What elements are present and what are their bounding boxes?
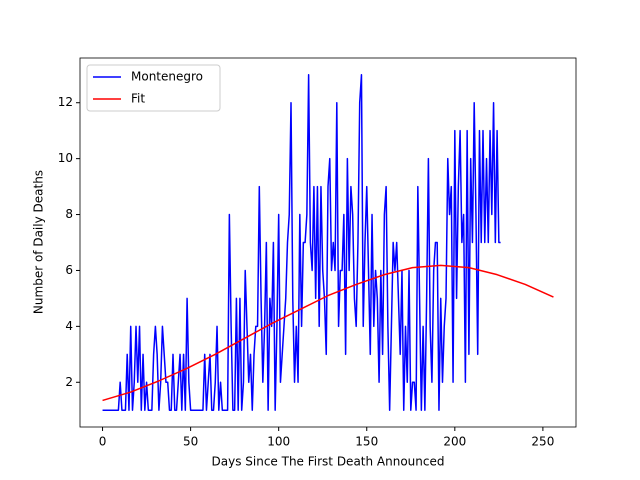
x-tick-label: 250: [531, 435, 554, 449]
x-tick-label: 50: [183, 435, 198, 449]
x-tick-label: 200: [443, 435, 466, 449]
data-line: [102, 264, 554, 402]
y-tick-label: 10: [58, 151, 73, 165]
legend-label: Fit: [131, 92, 145, 106]
x-tick-label: 100: [267, 435, 290, 449]
x-axis-label: Days Since The First Death Announced: [212, 455, 445, 469]
x-tick-label: 150: [355, 435, 378, 449]
y-axis-label: Number of Daily Deaths: [32, 170, 46, 314]
y-tick-label: 2: [65, 375, 73, 389]
plot-frame: [79, 57, 577, 428]
legend-label: Montenegro: [131, 70, 203, 84]
y-tick-label: 8: [65, 207, 73, 221]
x-tick-label: 0: [99, 435, 107, 449]
y-tick-label: 12: [58, 95, 73, 109]
y-tick-label: 6: [65, 263, 73, 277]
data-line: [102, 74, 501, 411]
y-tick-label: 4: [65, 319, 73, 333]
